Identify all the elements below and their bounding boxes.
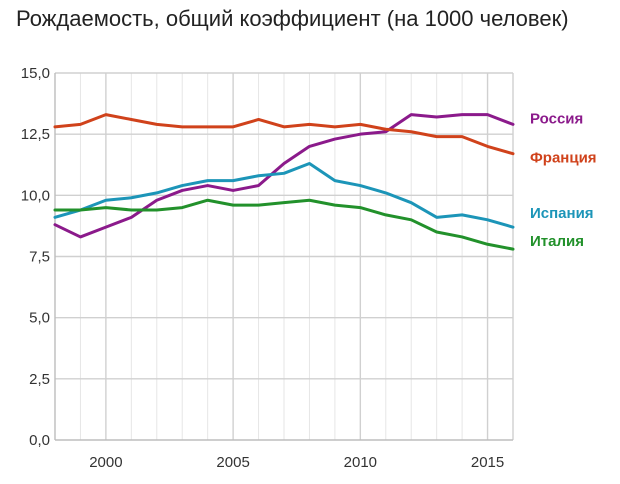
series-label: Италия — [530, 233, 584, 250]
y-tick-label: 5,0 — [29, 310, 50, 327]
series-layer — [53, 113, 515, 251]
chart-title: Рождаемость, общий коэффициент (на 1000 … — [16, 6, 569, 31]
grid-layer — [54, 72, 514, 441]
axis-layer: 0,0 2,5 5,0 7,5 10,0 12,5 15,0 2000 2005 2010 2015 — [21, 65, 504, 471]
series-line-Франция — [53, 113, 515, 156]
series-label: Россия — [530, 110, 583, 127]
label-layer: Россия Франция Испания Италия — [530, 110, 597, 250]
x-tick-label: 2015 — [471, 454, 504, 471]
y-tick-label: 2,5 — [29, 371, 50, 388]
series-line-Италия — [53, 198, 515, 251]
y-tick-label: 7,5 — [29, 249, 50, 266]
series-label: Франция — [530, 150, 597, 167]
y-tick-label: 0,0 — [29, 432, 50, 449]
series-label: Испания — [530, 205, 594, 222]
x-tick-label: 2000 — [89, 454, 122, 471]
series-line-Россия — [53, 113, 515, 239]
x-tick-label: 2010 — [344, 454, 377, 471]
y-tick-label: 10,0 — [21, 187, 50, 204]
x-tick-label: 2005 — [216, 454, 249, 471]
series-line-Испания — [53, 162, 515, 229]
y-tick-label: 12,5 — [21, 126, 50, 143]
y-tick-label: 15,0 — [21, 65, 50, 82]
